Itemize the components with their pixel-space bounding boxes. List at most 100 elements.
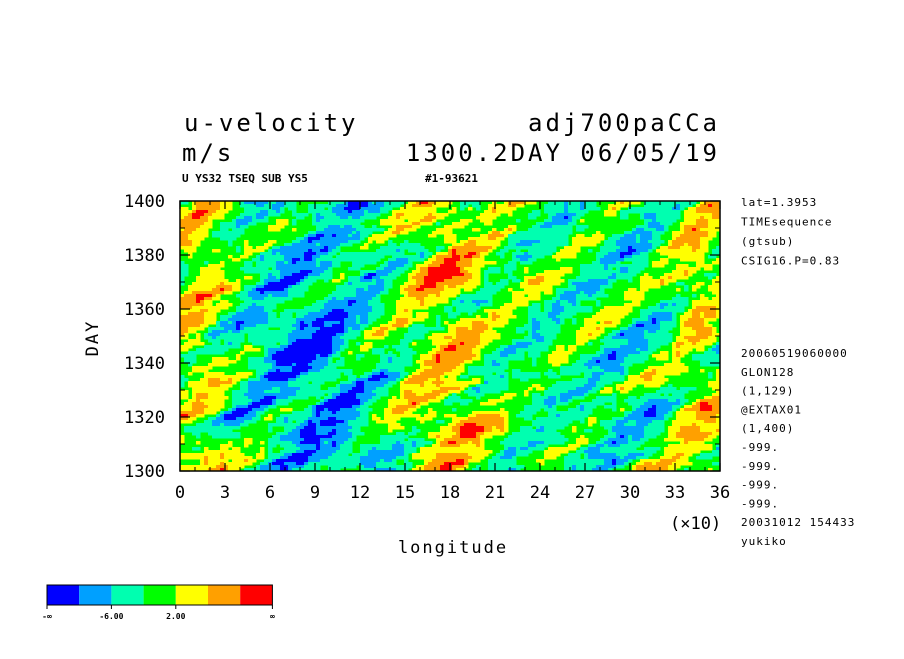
heatmap-cell: [424, 207, 429, 211]
heatmap-cell: [708, 309, 713, 313]
heatmap-cell: [532, 288, 537, 292]
heatmap-cell: [656, 237, 661, 241]
heatmap-cell: [376, 204, 381, 208]
heatmap-cell: [448, 234, 453, 238]
heatmap-cell: [396, 315, 401, 319]
heatmap-cell: [436, 351, 441, 355]
heatmap-cell: [396, 258, 401, 262]
heatmap-cell: [556, 306, 561, 310]
heatmap-cell: [368, 207, 373, 211]
heatmap-cell: [344, 234, 349, 238]
heatmap-cell: [600, 351, 605, 355]
heatmap-cell: [296, 321, 301, 325]
heatmap-cell: [524, 288, 529, 292]
heatmap-cell: [208, 225, 213, 229]
heatmap-cell: [224, 210, 229, 214]
heatmap-cell: [488, 327, 493, 331]
heatmap-cell: [396, 213, 401, 217]
heatmap-cell: [628, 264, 633, 268]
heatmap-cell: [364, 291, 369, 295]
heatmap-cell: [228, 240, 233, 244]
heatmap-cell: [372, 216, 377, 220]
heatmap-cell: [508, 210, 513, 214]
heatmap-cell: [588, 270, 593, 274]
heatmap-cell: [624, 327, 629, 331]
heatmap-cell: [364, 294, 369, 298]
heatmap-cell: [532, 351, 537, 355]
heatmap-cell: [292, 261, 297, 265]
heatmap-cell: [200, 201, 205, 205]
heatmap-cell: [632, 345, 637, 349]
heatmap-cell: [200, 327, 205, 331]
heatmap-cell: [464, 261, 469, 265]
heatmap-cell: [700, 210, 705, 214]
heatmap-cell: [688, 270, 693, 274]
heatmap-cell: [296, 315, 301, 319]
heatmap-cell: [680, 240, 685, 244]
heatmap-cell: [292, 276, 297, 280]
heatmap-cell: [524, 348, 529, 352]
heatmap-cell: [284, 276, 289, 280]
heatmap-cell: [460, 306, 465, 310]
heatmap-cell: [348, 294, 353, 298]
heatmap-cell: [552, 333, 557, 337]
heatmap-cell: [276, 210, 281, 214]
heatmap-cell: [360, 219, 365, 223]
heatmap-cell: [240, 318, 245, 322]
heatmap-cell: [316, 270, 321, 274]
heatmap-cell: [380, 282, 385, 286]
heatmap-cell: [620, 246, 625, 250]
heatmap-cell: [412, 318, 417, 322]
heatmap-cell: [532, 348, 537, 352]
heatmap-cell: [192, 201, 197, 205]
heatmap-cell: [296, 243, 301, 247]
heatmap-cell: [356, 201, 361, 205]
heatmap-cell: [256, 333, 261, 337]
heatmap-cell: [540, 246, 545, 250]
heatmap-cell: [588, 285, 593, 289]
heatmap-cell: [524, 231, 529, 235]
heatmap-cell: [196, 228, 201, 232]
heatmap-cell: [652, 330, 657, 334]
heatmap-cell: [508, 264, 513, 268]
heatmap-cell: [568, 303, 573, 307]
heatmap-cell: [716, 279, 720, 283]
heatmap-cell: [272, 330, 277, 334]
heatmap-cell: [276, 270, 281, 274]
heatmap-cell: [700, 339, 705, 343]
heatmap-cell: [304, 246, 309, 250]
heatmap-cell: [420, 318, 425, 322]
heatmap-cell: [596, 258, 601, 262]
heatmap-cell: [580, 201, 585, 205]
heatmap-cell: [220, 357, 225, 361]
heatmap-cell: [596, 234, 601, 238]
heatmap-cell: [272, 357, 277, 361]
heatmap-cell: [552, 204, 557, 208]
heatmap-cell: [512, 201, 517, 205]
heatmap-cell: [492, 201, 497, 205]
heatmap-cell: [664, 336, 669, 340]
heatmap-cell: [688, 327, 693, 331]
heatmap-cell: [260, 303, 265, 307]
heatmap-cell: [656, 336, 661, 340]
heatmap-cell: [584, 270, 589, 274]
heatmap-cell: [548, 342, 553, 346]
heatmap-cell: [400, 321, 405, 325]
heatmap-cell: [312, 249, 317, 253]
heatmap-cell: [628, 231, 633, 235]
heatmap-cell: [576, 342, 581, 346]
heatmap-cell: [656, 303, 661, 307]
heatmap-cell: [508, 246, 513, 250]
heatmap-cell: [564, 240, 569, 244]
heatmap-cell: [472, 300, 477, 304]
heatmap-cell: [640, 276, 645, 280]
heatmap-cell: [520, 345, 525, 349]
heatmap-cell: [316, 351, 321, 355]
heatmap-cell: [304, 213, 309, 217]
heatmap-cell: [316, 216, 321, 220]
heatmap-cell: [220, 213, 225, 217]
heatmap-cell: [332, 261, 337, 265]
heatmap-cell: [712, 285, 717, 289]
heatmap-cell: [320, 303, 325, 307]
heatmap-cell: [688, 231, 693, 235]
